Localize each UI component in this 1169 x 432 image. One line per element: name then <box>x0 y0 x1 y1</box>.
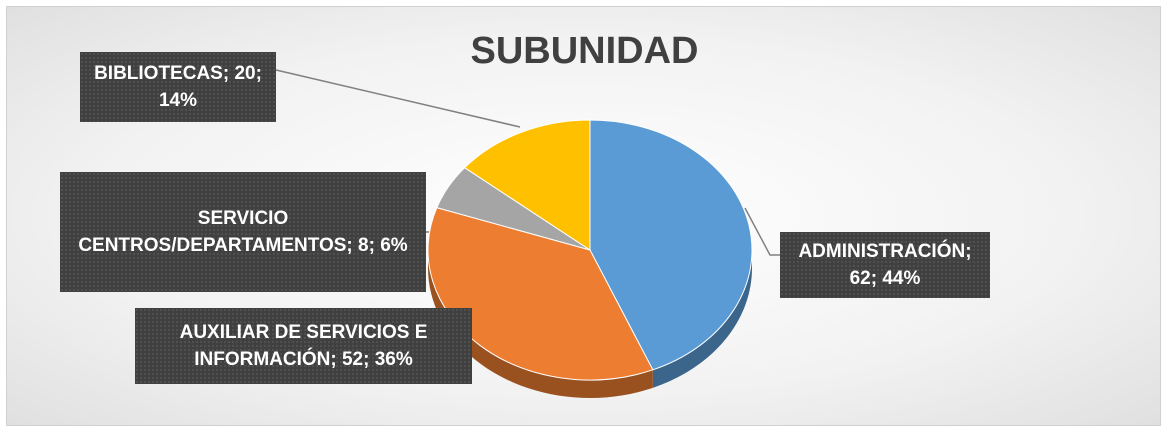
pie-slice <box>427 207 654 381</box>
chart-title: SUBUNIDAD <box>470 30 699 72</box>
pie-slice <box>589 119 753 371</box>
data-label: BIBLIOTECAS; 20; 14% <box>80 52 276 122</box>
pie-slice-side <box>428 250 653 398</box>
leader-line <box>744 207 782 256</box>
data-label: SERVICIO CENTROS/DEPARTAMENTOS; 8; 6% <box>60 172 426 292</box>
pie-slice <box>463 119 591 251</box>
data-label: ADMINISTRACIÓN; 62; 44% <box>780 232 990 298</box>
leader-line <box>275 69 521 128</box>
data-label: AUXILIAR DE SERVICIOS E INFORMACIÓN; 52;… <box>135 308 472 384</box>
pie-slice-side <box>652 250 752 388</box>
